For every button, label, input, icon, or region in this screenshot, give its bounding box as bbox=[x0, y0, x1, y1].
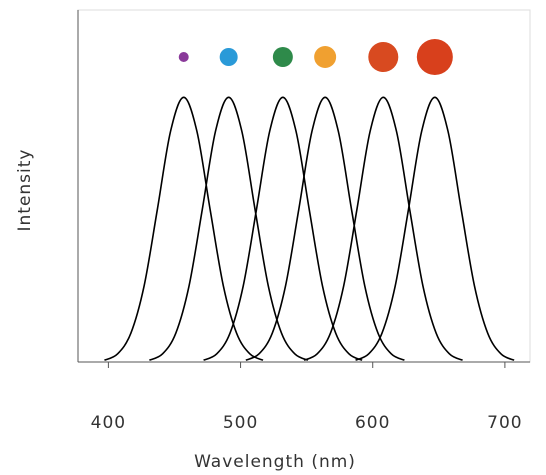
x-axis-label: Wavelength (nm) bbox=[194, 452, 356, 472]
emission-curve bbox=[203, 96, 363, 361]
quantum-dot bbox=[416, 39, 453, 75]
x-tick-label: 400 bbox=[91, 413, 126, 433]
quantum-dot bbox=[219, 48, 238, 66]
x-tick-label: 700 bbox=[487, 413, 522, 433]
quantum-dot bbox=[178, 52, 189, 62]
quantum-dot bbox=[368, 42, 399, 72]
emission-curve bbox=[149, 96, 309, 361]
emission-curve bbox=[104, 96, 264, 361]
x-tick-label: 500 bbox=[223, 413, 258, 433]
x-tick-label: 600 bbox=[355, 413, 390, 433]
quantum-dot bbox=[314, 46, 337, 68]
quantum-dot bbox=[272, 47, 293, 67]
emission-curve bbox=[303, 96, 463, 361]
plot-frame bbox=[77, 9, 531, 363]
emission-curve bbox=[355, 96, 515, 361]
emission-curve bbox=[245, 96, 405, 361]
y-axis-label: Intensity bbox=[15, 149, 35, 232]
